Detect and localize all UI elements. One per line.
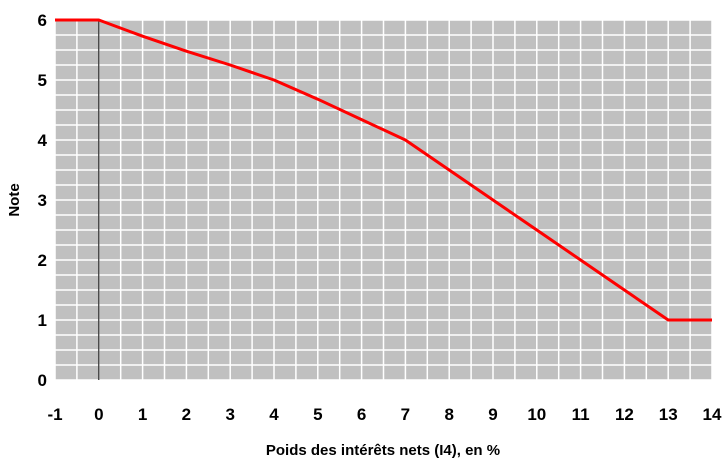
x-axis-label: Poids des intérêts nets (I4), en % [266,442,500,459]
x-tick-labels: -1 0 1 2 3 4 5 6 7 8 9 10 11 12 13 14 [47,405,722,424]
x-tick-label: 8 [444,405,453,424]
y-axis-label: Note [6,183,23,216]
x-tick-label: 6 [357,405,366,424]
series-layer [55,18,712,322]
x-tick-label: 4 [269,405,279,424]
x-tick-label: 12 [615,405,634,424]
y-tick-label: 0 [38,371,47,390]
x-tick-label: 5 [313,405,322,424]
y-tick-label: 3 [38,191,47,210]
x-tick-label: -1 [47,405,62,424]
y-tick-label: 4 [38,131,48,150]
x-tick-label: 0 [94,405,103,424]
x-tick-label: 14 [703,405,722,424]
y-tick-label: 1 [38,311,47,330]
series-line-0 [55,18,712,322]
x-tick-label: 11 [572,405,590,424]
y-tick-labels: 0 1 2 3 4 5 6 [38,11,48,390]
x-tick-label: 13 [659,405,678,424]
x-tick-label: 9 [488,405,497,424]
x-tick-label: 7 [401,405,410,424]
x-tick-label: 2 [182,405,191,424]
y-tick-label: 2 [38,251,47,270]
x-tick-label: 1 [138,405,147,424]
y-tick-label: 6 [38,11,47,30]
x-tick-label: 10 [527,405,546,424]
x-tick-label: 3 [225,405,234,424]
y-tick-label: 5 [38,71,47,90]
